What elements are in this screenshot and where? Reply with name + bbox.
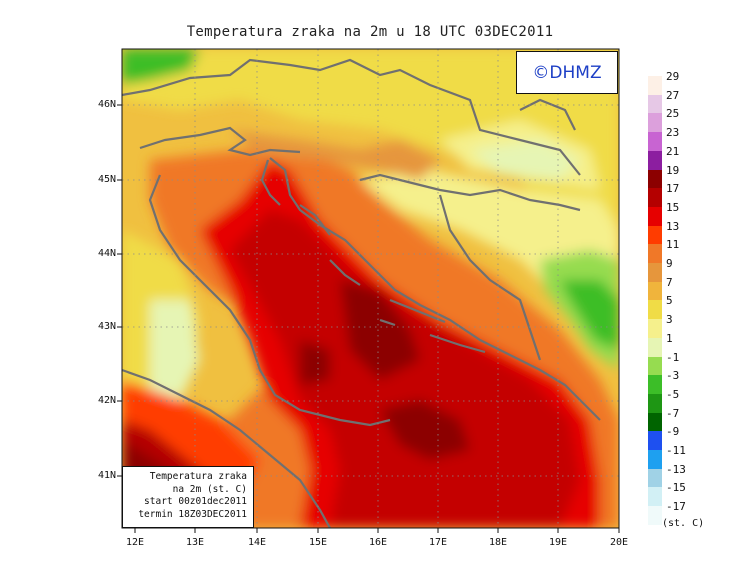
colorbar-label: 7	[666, 275, 673, 289]
colorbar-swatch	[648, 263, 662, 283]
colorbar-swatch	[648, 468, 662, 488]
info-line-level-unit: na 2m (st. C)	[172, 483, 247, 495]
colorbar-swatch	[648, 188, 662, 208]
map-frame	[121, 48, 620, 529]
colorbar-label: -17	[666, 500, 686, 514]
colorbar-swatch	[648, 76, 662, 96]
colorbar-label: -3	[666, 369, 680, 383]
colorbar-label: 29	[666, 70, 680, 83]
lon-label-18e: 18E	[488, 537, 508, 548]
colorbar-label: -1	[666, 350, 680, 364]
graticule	[122, 49, 619, 528]
lat-label-45n: 45N	[97, 174, 116, 185]
colorbar-unit: (st. C)	[662, 518, 705, 529]
colorbar-swatch	[648, 431, 662, 451]
colorbar-swatch	[648, 206, 662, 227]
dhmz-logo: ©DHMZ	[516, 51, 618, 94]
colorbar-swatch	[648, 132, 662, 152]
colorbar-swatch	[648, 393, 662, 414]
colorbar-swatch	[648, 319, 662, 339]
colorbar-label: 17	[666, 182, 680, 196]
lon-label-16e: 16E	[368, 537, 388, 548]
colorbar-label: 15	[666, 200, 680, 214]
colorbar-label: 19	[666, 163, 680, 177]
colorbar-label: 9	[666, 257, 673, 270]
colorbar-label: 13	[666, 219, 680, 233]
colorbar-label: 3	[666, 313, 673, 327]
info-box: Temperatura zraka na 2m (st. C) start 00…	[122, 466, 254, 528]
lon-label-14e: 14E	[247, 537, 267, 548]
colorbar-swatch	[648, 94, 662, 114]
colorbar-label: -11	[666, 444, 686, 457]
temperature-field	[122, 49, 619, 528]
colorbar-swatch	[648, 487, 662, 507]
colorbar-swatch	[648, 169, 662, 189]
colorbar-swatch	[648, 450, 662, 470]
lon-label-20e: 20E	[609, 537, 629, 548]
colorbar-swatch	[648, 113, 662, 133]
info-line-start: start 00z01dec2011	[144, 496, 247, 507]
lon-label-13e: 13E	[185, 537, 205, 548]
colorbar-swatch	[648, 337, 662, 357]
map-title: Temperatura zraka na 2m u 18 UTC 03DEC20…	[186, 24, 554, 40]
colorbar-swatch	[648, 506, 662, 526]
axis-ticks	[117, 104, 620, 533]
colorbar-label: 11	[666, 238, 680, 252]
coastlines	[122, 58, 601, 528]
colorbar-label: -5	[666, 387, 680, 401]
colorbar-label: -9	[666, 425, 680, 439]
lon-label-19e: 19E	[548, 537, 568, 548]
colorbar-swatch	[648, 244, 662, 264]
colorbar-label: -7	[666, 406, 680, 420]
lat-label-42n: 42N	[97, 395, 116, 406]
colorbar-swatch	[648, 412, 662, 432]
colorbar-swatch	[648, 281, 662, 301]
colorbar-label: 1	[666, 331, 673, 345]
colorbar-label: -15	[666, 481, 686, 495]
lat-label-41n: 41N	[97, 470, 116, 481]
colorbar-label: 27	[666, 88, 680, 102]
colorbar-swatch	[648, 356, 662, 376]
colorbar-swatch	[648, 150, 662, 170]
colorbar-swatch	[648, 300, 662, 320]
colorbar-swatch	[648, 225, 662, 245]
info-line-termin: termin 18Z03DEC2011	[138, 508, 247, 520]
lat-label-44n: 44N	[97, 248, 116, 259]
colorbar-label: 23	[666, 126, 680, 140]
lon-label-15e: 15E	[308, 537, 328, 548]
colorbar-label: 25	[666, 107, 680, 121]
colorbar-label: 21	[666, 144, 680, 158]
lat-label-46n: 46N	[97, 99, 116, 110]
colorbar-label: -13	[666, 462, 686, 476]
colorbar-swatch	[648, 375, 662, 395]
lon-label-17e: 17E	[428, 537, 448, 548]
lat-label-43n: 43N	[97, 321, 116, 332]
info-line-variable: Temperatura zraka	[149, 471, 247, 482]
lon-label-12e: 12E	[125, 537, 145, 548]
colorbar-label: 5	[666, 294, 673, 308]
